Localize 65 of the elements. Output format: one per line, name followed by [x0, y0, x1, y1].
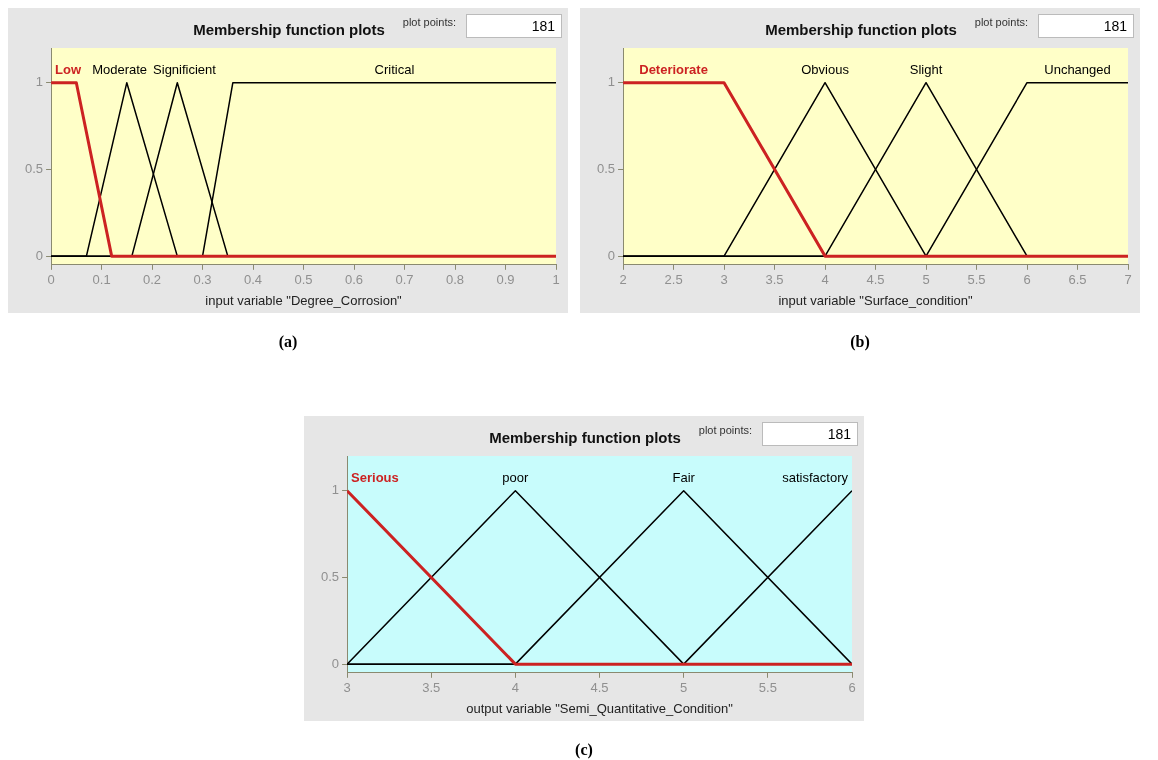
y-tick-label: 0	[607, 247, 616, 263]
x-tick-label: 4	[511, 680, 519, 696]
series-label: Serious	[351, 470, 399, 486]
x-axis-title: input variable "Degree_Corrosion"	[205, 292, 403, 308]
x-tick-label: 0.1	[92, 272, 111, 288]
series-label: satisfactory	[782, 470, 849, 486]
y-tick-label: 1	[607, 74, 616, 90]
series-label: Obvious	[801, 62, 850, 78]
chart-title: Membership function plots	[193, 21, 385, 39]
text: plot points:	[974, 16, 1028, 28]
x-tick-label: 6.5	[1068, 272, 1087, 288]
y-tick-label: 1	[35, 74, 44, 90]
x-tick-label: 0.4	[244, 272, 263, 288]
x-tick-label: 0.9	[496, 272, 515, 288]
x-tick-label: 0	[47, 272, 55, 288]
x-tick-label: 6	[1023, 272, 1031, 288]
series-label: Critical	[374, 62, 415, 78]
y-tick-label: 0.5	[24, 160, 44, 176]
x-axis-title: output variable "Semi_Quantitative_Condition"	[466, 700, 734, 716]
x-tick-label: 0.2	[143, 272, 162, 288]
plot-points-field: 181	[1038, 14, 1134, 38]
y-tick-label: 0	[331, 655, 340, 671]
y-tick-label: 0.5	[320, 568, 340, 584]
plot-points-field: 181	[466, 14, 562, 38]
series-label: Fair	[672, 470, 696, 486]
x-tick-label: 6	[848, 680, 856, 696]
series-label: Moderate	[92, 62, 148, 78]
x-tick-label: 0.5	[294, 272, 313, 288]
x-tick-label: 4	[821, 272, 829, 288]
x-tick-label: 5	[922, 272, 930, 288]
text: (c)	[574, 741, 594, 759]
series-label: Slight	[909, 62, 943, 78]
text: (b)	[849, 333, 871, 351]
x-tick-label: 4.5	[590, 680, 609, 696]
chart-title: Membership function plots	[765, 21, 957, 39]
x-tick-label: 0.7	[395, 272, 414, 288]
x-tick-label: 2	[619, 272, 627, 288]
x-tick-label: 3.5	[422, 680, 441, 696]
x-tick-label: 3.5	[765, 272, 784, 288]
y-tick-label: 0.5	[596, 160, 616, 176]
series-label: Deteriorate	[639, 62, 708, 78]
x-tick-label: 5.5	[967, 272, 986, 288]
y-tick-label: 0	[35, 247, 44, 263]
x-tick-label: 2.5	[664, 272, 683, 288]
plot-points-field: 181	[762, 422, 858, 446]
y-tick-label: 1	[331, 482, 340, 498]
x-tick-label: 5.5	[758, 680, 777, 696]
series-label: poor	[502, 470, 530, 486]
series-label: Unchanged	[1044, 62, 1111, 78]
series-label: Low	[55, 62, 82, 78]
x-tick-label: 0.8	[445, 272, 465, 288]
chart-title: Membership function plots	[489, 429, 681, 447]
x-tick-label: 0.6	[344, 272, 364, 288]
x-tick-label: 0.3	[193, 272, 212, 288]
x-tick-label: 3	[343, 680, 351, 696]
x-tick-label: 4.5	[866, 272, 885, 288]
text: plot points:	[402, 16, 456, 28]
text: plot points:	[698, 424, 752, 436]
text: (a)	[277, 333, 299, 351]
x-tick-label: 5	[680, 680, 688, 696]
x-tick-label: 7	[1124, 272, 1132, 288]
x-axis-title: input variable "Surface_condition"	[778, 292, 974, 308]
x-tick-label: 3	[720, 272, 728, 288]
series-label: Significient	[153, 62, 217, 78]
x-tick-label: 1	[552, 272, 560, 288]
